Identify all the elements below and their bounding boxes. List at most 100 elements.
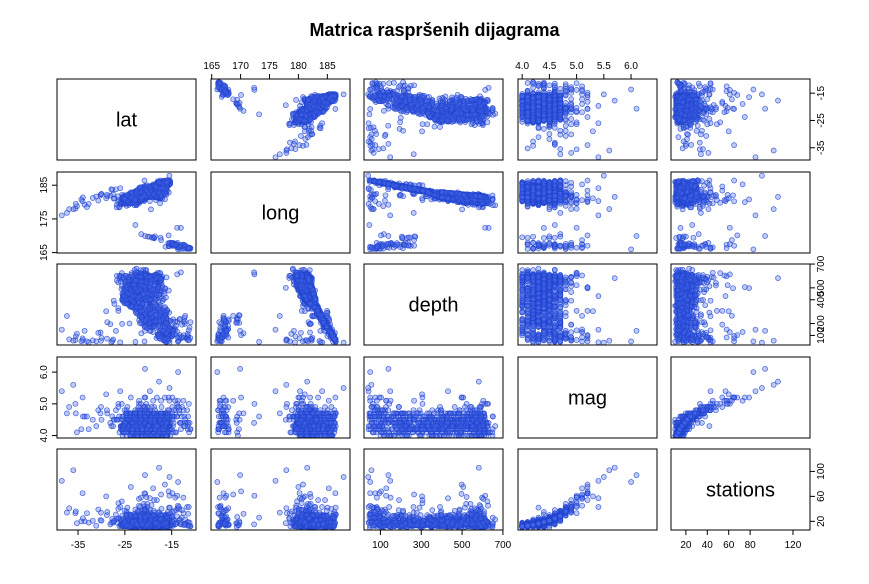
data-point <box>236 104 243 110</box>
data-point <box>573 146 580 153</box>
data-point <box>562 133 569 139</box>
data-point <box>293 97 299 103</box>
data-point <box>546 108 553 114</box>
data-point <box>698 131 704 138</box>
data-point <box>340 91 347 98</box>
data-point <box>391 79 397 86</box>
data-point <box>58 212 65 219</box>
data-point <box>410 210 417 216</box>
data-point <box>444 117 451 124</box>
data-point <box>385 103 392 109</box>
data-point <box>633 105 640 112</box>
data-point <box>541 93 547 100</box>
data-point <box>557 146 564 152</box>
data-point <box>770 147 777 154</box>
data-point <box>375 146 382 152</box>
data-point <box>750 86 757 93</box>
data-point <box>298 111 305 118</box>
data-point <box>301 117 308 124</box>
data-point <box>562 100 569 106</box>
data-point <box>302 136 309 142</box>
data-point <box>104 191 110 198</box>
diagonal-label-long: long <box>262 203 300 225</box>
data-point <box>557 111 564 118</box>
data-point <box>551 142 558 148</box>
data-point <box>408 107 415 114</box>
data-point <box>568 84 575 90</box>
data-point <box>524 80 531 86</box>
data-point <box>382 192 389 199</box>
data-point <box>611 97 618 104</box>
data-point <box>402 99 409 106</box>
data-point <box>419 197 426 203</box>
data-point <box>606 147 613 154</box>
data-point <box>684 131 690 137</box>
data-point <box>568 150 575 156</box>
data-point <box>725 128 732 135</box>
data-point <box>402 242 408 249</box>
data-point <box>775 97 781 104</box>
data-point <box>178 225 184 231</box>
data-point <box>573 87 580 93</box>
data-point <box>382 197 388 204</box>
data-point <box>397 114 404 121</box>
points-lat-vs-mag <box>519 79 640 161</box>
data-point <box>524 117 531 123</box>
data-point <box>376 97 382 104</box>
data-point <box>485 225 492 231</box>
data-point <box>568 104 575 111</box>
data-point <box>729 96 735 103</box>
data-point <box>676 104 683 111</box>
data-point <box>546 136 553 142</box>
panel-long-vs-depth <box>363 171 504 254</box>
data-point <box>530 84 536 91</box>
data-point <box>691 111 698 118</box>
data-point <box>256 111 262 118</box>
data-point <box>173 242 179 248</box>
data-point <box>410 151 417 158</box>
data-point <box>182 242 188 249</box>
data-point <box>684 108 690 114</box>
data-point <box>137 188 144 195</box>
data-point <box>238 92 244 98</box>
data-point <box>535 94 542 100</box>
data-point <box>378 232 384 239</box>
data-point <box>276 151 283 158</box>
data-point <box>573 80 580 87</box>
data-point <box>584 98 591 105</box>
data-point <box>305 96 312 103</box>
data-point <box>394 87 401 94</box>
data-point <box>485 84 492 91</box>
data-point <box>369 80 376 86</box>
data-point <box>163 180 170 186</box>
data-point <box>541 126 547 132</box>
data-point <box>568 109 575 116</box>
data-point <box>698 151 704 158</box>
data-point <box>385 141 392 147</box>
data-point <box>551 105 558 112</box>
data-point <box>287 139 293 146</box>
data-point <box>628 86 634 93</box>
data-point <box>551 111 558 118</box>
data-point <box>688 142 695 148</box>
data-point <box>414 110 421 116</box>
data-point <box>221 82 227 89</box>
data-point <box>551 96 558 103</box>
data-point <box>541 106 547 113</box>
data-point <box>402 82 408 89</box>
data-point <box>524 97 531 104</box>
data-point <box>519 93 526 100</box>
data-point <box>132 197 138 204</box>
data-point <box>693 100 700 107</box>
data-point <box>144 233 151 240</box>
data-point <box>431 123 438 130</box>
panel-frame <box>56 78 197 161</box>
data-point <box>579 101 585 107</box>
data-point <box>562 117 569 124</box>
data-point <box>535 117 542 124</box>
data-point <box>371 92 378 99</box>
data-point <box>424 98 430 105</box>
panel-lat-vs-stations <box>670 78 811 161</box>
data-point <box>418 93 425 100</box>
data-point <box>307 116 314 122</box>
